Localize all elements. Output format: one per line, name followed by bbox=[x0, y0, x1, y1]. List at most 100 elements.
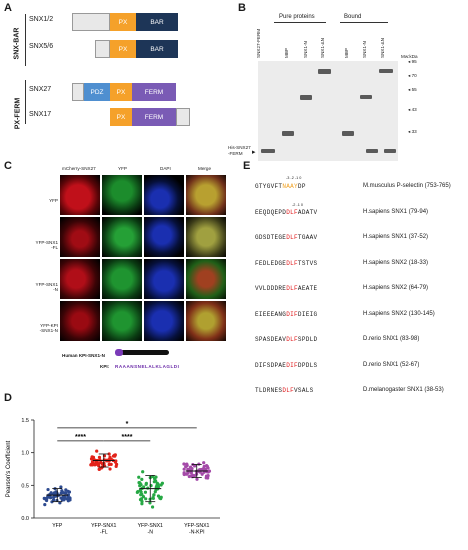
data-point bbox=[108, 467, 112, 471]
data-point bbox=[94, 462, 99, 466]
sequence-text: FEDLEDGEDLFTSTVS bbox=[255, 260, 317, 267]
sequence-motif: DLF bbox=[286, 285, 298, 292]
sequence-source-label: H.sapiens SNX1 (79-94) bbox=[363, 208, 429, 215]
micro-image bbox=[102, 175, 142, 215]
significance-label: **** bbox=[122, 434, 133, 441]
mw-33-value: 33 bbox=[411, 129, 417, 134]
col-header-dapi: DAPI bbox=[160, 166, 171, 171]
data-point bbox=[109, 462, 113, 466]
sequence-motif: DIF bbox=[286, 310, 298, 318]
data-point bbox=[43, 497, 47, 501]
micro-image bbox=[144, 259, 184, 299]
sequence-row: EIEEEANGDIFDIEIG H.sapiens SNX2 (130-145) bbox=[255, 310, 435, 318]
data-point bbox=[140, 477, 144, 481]
data-point bbox=[91, 455, 95, 460]
sequence-motif: DLF bbox=[286, 336, 298, 343]
sequence-text: GDSDTEGEDLFTGAAV bbox=[255, 234, 317, 241]
sequence-motif: NAAY bbox=[282, 183, 298, 190]
bound-line bbox=[340, 22, 388, 23]
sequence-pre: EEQDQEPD bbox=[255, 208, 287, 216]
data-point bbox=[200, 467, 204, 472]
data-point bbox=[184, 465, 188, 469]
mw-title: Mw:kDa bbox=[401, 54, 418, 59]
linker-snx17-c bbox=[176, 108, 190, 126]
data-point bbox=[66, 496, 70, 501]
band bbox=[261, 149, 275, 153]
data-point bbox=[160, 481, 165, 485]
position-header-1: -3 -2 -1 0 bbox=[286, 176, 302, 180]
data-point bbox=[61, 490, 65, 495]
row-label-c1: YFP bbox=[49, 198, 58, 203]
row-label-c4: YFP-KPI -SNX1-N bbox=[39, 323, 58, 333]
pearson-chart: 1.5 1.0 0.5 0.0 Pearson's Coefficient YFP YFP-… bbox=[6, 418, 220, 536]
micro-image bbox=[186, 259, 226, 299]
y-tick-label: 0.0 bbox=[21, 516, 29, 522]
lane-label-6: SNX1-N bbox=[362, 41, 367, 58]
micro-image bbox=[102, 217, 142, 257]
y-tick-label: 0.5 bbox=[21, 483, 29, 489]
ferm-domain-snx17: FERM bbox=[132, 108, 176, 126]
band bbox=[300, 95, 312, 100]
sequence-row: EEQDQEPDDLFADATV H.sapiens SNX1 (79-94) bbox=[255, 208, 428, 216]
bar-domain-snx1-2: BAR bbox=[136, 13, 178, 31]
sequence-source-label: H.sapiens SNX2 (64-79) bbox=[363, 285, 429, 291]
linker-snx27-n bbox=[72, 83, 84, 101]
band bbox=[384, 149, 396, 153]
data-point bbox=[68, 498, 72, 502]
panel-e-letter: E bbox=[243, 160, 251, 172]
sequence-post: AEATE bbox=[297, 285, 318, 292]
data-point bbox=[185, 472, 189, 476]
micro-image bbox=[144, 217, 184, 257]
sequence-motif: DLF bbox=[286, 259, 298, 267]
micro-image bbox=[144, 301, 184, 341]
pure-proteins-label: Pure proteins bbox=[279, 14, 315, 20]
panel-a-letter: A bbox=[4, 2, 12, 14]
panel-d-letter: D bbox=[4, 392, 12, 404]
data-point bbox=[153, 490, 157, 494]
group-snx-bar: SNX-BAR bbox=[12, 20, 21, 70]
sequence-source-label: H.sapiens SNX1 (37-52) bbox=[363, 234, 429, 240]
sequence-pre: GTYGVFT bbox=[255, 183, 283, 190]
data-point bbox=[159, 497, 163, 501]
data-point bbox=[156, 494, 161, 498]
micro-image bbox=[186, 217, 226, 257]
data-point bbox=[152, 493, 156, 497]
mw-43: ◂ 43 bbox=[408, 107, 417, 112]
sequence-motif: DIF bbox=[286, 361, 298, 369]
data-point bbox=[112, 453, 117, 457]
band bbox=[360, 95, 372, 99]
sequence-pre: TLDRNES bbox=[255, 387, 283, 394]
linker-snx5-6 bbox=[95, 40, 110, 58]
sequence-row: FEDLEDGEDLFTSTVS H.sapiens SNX2 (18-33) bbox=[255, 260, 428, 267]
sequence-text: DIFSDPAEDIFDPDLS bbox=[255, 362, 317, 369]
micro-image bbox=[186, 301, 226, 341]
panel-c-letter: C bbox=[4, 160, 12, 172]
data-point bbox=[154, 485, 158, 489]
bar-domain-snx5-6: BAR bbox=[136, 40, 178, 58]
lane-label-3: SNX1-N bbox=[303, 41, 308, 58]
data-point bbox=[50, 500, 54, 504]
mw-55: ◂ 55 bbox=[408, 87, 417, 92]
data-point bbox=[64, 488, 68, 492]
sequence-source-label: D.melanogaster SNX1 (38-53) bbox=[363, 387, 444, 393]
sequence-source-label: D.rerio SNX1 (52-67) bbox=[363, 361, 420, 368]
y-axis-label: Pearson's Coefficient bbox=[6, 440, 12, 497]
sequence-pre: VVLDDDRE bbox=[255, 285, 287, 292]
data-point bbox=[195, 477, 199, 481]
pure-proteins-line bbox=[274, 22, 326, 23]
px-domain-snx1-2: PX bbox=[110, 13, 136, 31]
y-tick-label: 1.0 bbox=[21, 451, 29, 457]
x-tick-label: -N-KPI bbox=[189, 530, 205, 536]
sequence-post: DPDLS bbox=[297, 361, 318, 369]
sequence-pre: SPASDEAV bbox=[255, 336, 287, 343]
group-snx-bar-label: SNX-BAR bbox=[13, 27, 21, 60]
significance-label: * bbox=[126, 421, 129, 428]
sequence-source-label: M.musculus P-selectin (753-765) bbox=[363, 183, 451, 189]
band bbox=[318, 69, 331, 74]
x-tick-label: YFP-SNX1 bbox=[138, 523, 163, 529]
data-point bbox=[182, 472, 186, 476]
micro-image bbox=[60, 259, 100, 299]
col-header-mcherry: mCherry-SNX27 bbox=[62, 166, 96, 171]
sequence-source-label: D.rerio SNX1 (83-98) bbox=[363, 336, 420, 342]
px-domain-snx17: PX bbox=[110, 108, 132, 126]
